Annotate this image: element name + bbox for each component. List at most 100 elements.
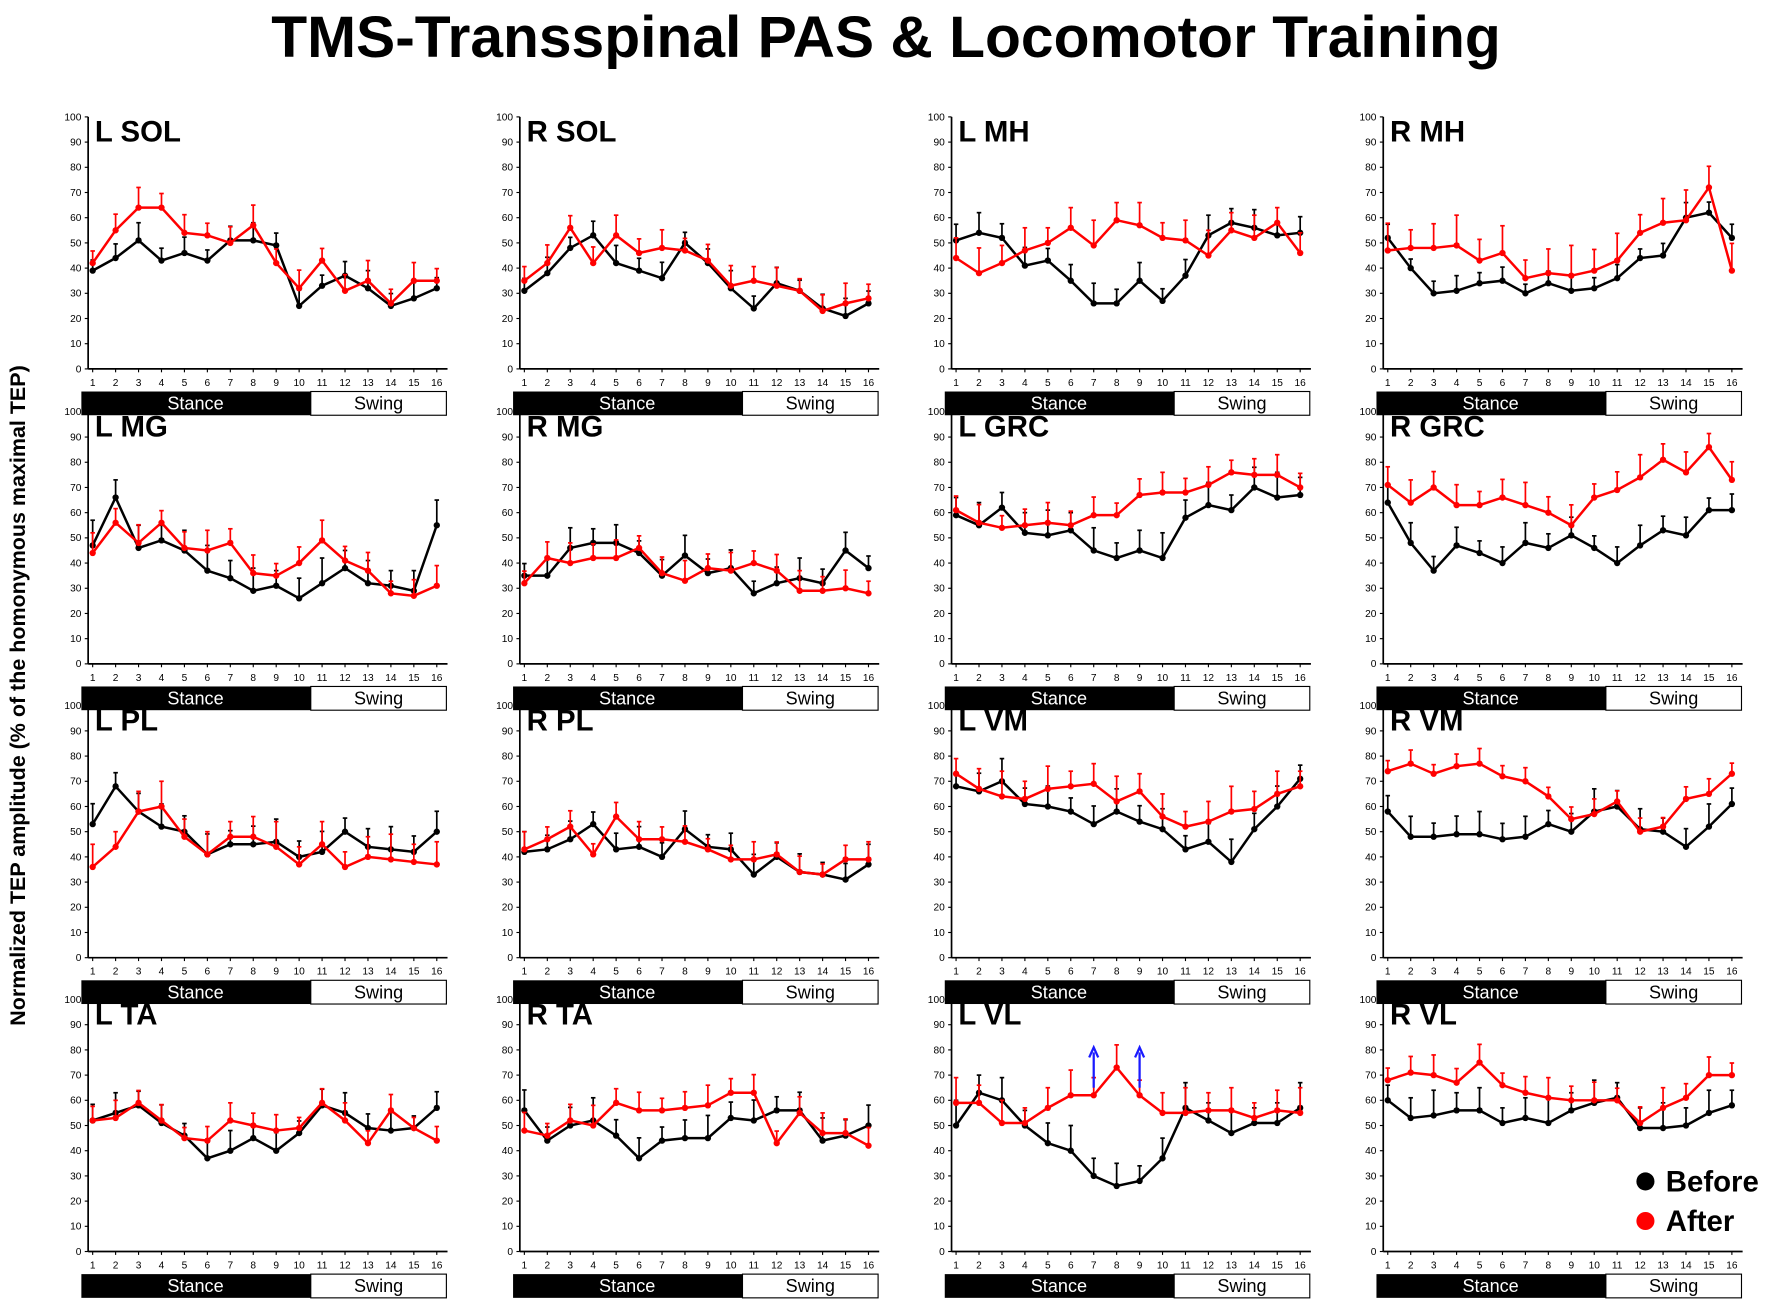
x-tick-label: 6 — [1068, 378, 1074, 389]
y-tick-label: 60 — [1365, 802, 1377, 813]
y-tick-label: 70 — [502, 777, 514, 788]
y-tick-label: 30 — [933, 877, 945, 888]
after-point — [1728, 267, 1736, 274]
y-tick-label: 30 — [933, 1171, 945, 1182]
after-point — [1407, 499, 1414, 506]
y-tick-label: 30 — [502, 877, 514, 888]
x-tick-label: 16 — [863, 378, 875, 389]
before-point — [1568, 1107, 1575, 1114]
x-tick-label: 14 — [385, 378, 397, 389]
stance-label: Stance — [167, 689, 223, 709]
after-point — [158, 519, 165, 526]
x-tick-label: 2 — [544, 967, 550, 978]
before-point — [1728, 800, 1736, 808]
before-point — [952, 783, 960, 790]
before-point — [318, 282, 326, 289]
x-tick-label: 9 — [1568, 1260, 1574, 1271]
stance-bar — [1376, 980, 1606, 1005]
before-point — [612, 259, 620, 267]
x-tick-label: 3 — [567, 967, 573, 978]
x-tick-label: 14 — [1680, 967, 1692, 978]
after-point — [865, 295, 872, 302]
after-series-line — [955, 218, 1302, 275]
after-point — [567, 823, 574, 830]
y-tick-label: 30 — [933, 584, 945, 595]
y-tick-label: 0 — [76, 364, 82, 375]
x-tick-label: 2 — [1408, 378, 1414, 389]
x-tick-label: 2 — [1408, 967, 1414, 978]
after-point — [250, 833, 257, 840]
after-point — [819, 587, 826, 594]
after-point — [364, 853, 372, 861]
y-tick-label: 90 — [1365, 1020, 1377, 1031]
after-point — [204, 851, 211, 858]
x-tick-label: 10 — [725, 378, 737, 389]
stance-bar — [1376, 1274, 1606, 1298]
stance-bar — [944, 391, 1175, 416]
x-tick-label: 16 — [1726, 1260, 1738, 1271]
y-tick-label: 60 — [933, 802, 945, 813]
after-point — [1182, 823, 1189, 830]
swing-bar — [741, 1273, 879, 1299]
after-point — [1522, 275, 1529, 282]
after-point — [1568, 272, 1575, 279]
before-point — [158, 823, 165, 830]
x-tick-label: 11 — [749, 967, 760, 978]
after-point — [1274, 471, 1281, 479]
after-point — [1545, 793, 1552, 800]
x-tick-label: 15 — [408, 378, 420, 389]
y-tick-label: 0 — [1371, 364, 1377, 375]
after-point — [273, 1127, 280, 1134]
before-point — [1545, 280, 1552, 287]
stance-label: Stance — [1462, 982, 1518, 1002]
x-tick-label: 14 — [1249, 967, 1261, 978]
after-point — [1407, 1069, 1414, 1076]
stance-label: Stance — [167, 1276, 223, 1296]
after-point — [1113, 1064, 1120, 1071]
x-tick-label: 1 — [953, 967, 959, 978]
after-point — [1545, 509, 1552, 516]
after-point — [1044, 785, 1051, 793]
after-point — [1159, 234, 1166, 242]
x-tick-label: 5 — [182, 1260, 188, 1271]
x-tick-label: 3 — [567, 378, 573, 389]
x-tick-label: 12 — [1634, 967, 1646, 978]
after-point — [295, 1124, 303, 1132]
after-series-line — [955, 772, 1301, 828]
before-point — [1568, 287, 1575, 294]
y-tick-label: 20 — [502, 314, 514, 325]
x-tick-label: 14 — [817, 673, 829, 684]
before-point — [158, 257, 165, 264]
x-tick-label: 4 — [159, 673, 165, 684]
before-point — [1136, 277, 1143, 284]
x-tick-label: 5 — [182, 673, 188, 684]
before-point — [1476, 549, 1483, 557]
x-tick-label: 16 — [863, 1260, 875, 1271]
y-tick-label: 100 — [496, 701, 513, 712]
y-tick-label: 30 — [502, 1171, 514, 1182]
x-tick-label: 13 — [794, 378, 806, 389]
before-point — [750, 871, 757, 878]
after-point — [521, 1127, 528, 1134]
swing-bar — [1605, 685, 1743, 711]
after-point — [1659, 823, 1667, 830]
after-point — [1568, 1097, 1575, 1104]
x-tick-label: 2 — [544, 378, 550, 389]
panel-title: R MH — [1390, 116, 1465, 149]
after-point — [1384, 1076, 1391, 1084]
x-tick-label: 4 — [159, 967, 165, 978]
x-tick-label: 6 — [1500, 673, 1506, 684]
y-tick-label: 70 — [933, 1071, 945, 1082]
after-point — [273, 259, 280, 267]
y-tick-label: 10 — [933, 928, 945, 939]
y-tick-label: 100 — [928, 112, 945, 123]
legend: Before After — [1636, 1166, 1759, 1238]
swing-label: Swing — [786, 689, 835, 709]
y-tick-label: 30 — [933, 289, 945, 300]
x-tick-label: 1 — [1385, 967, 1391, 978]
before-point — [341, 828, 349, 835]
after-point — [1297, 249, 1304, 257]
before-point — [227, 841, 234, 848]
before-series-line — [523, 233, 870, 318]
after-point — [273, 572, 280, 579]
